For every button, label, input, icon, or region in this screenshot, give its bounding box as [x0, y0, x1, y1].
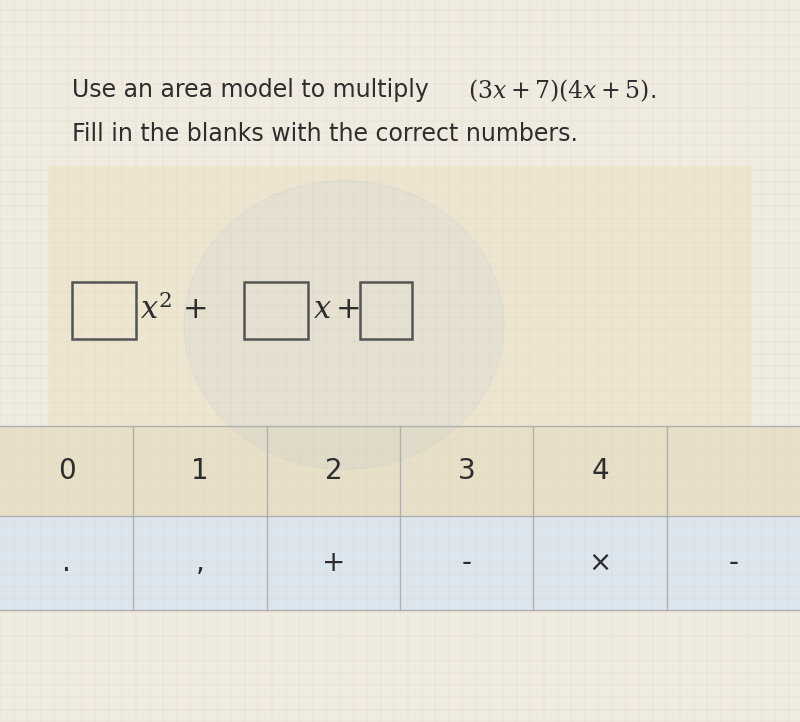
Bar [72, 282, 136, 339]
Text: .: . [62, 549, 71, 577]
Bar [360, 282, 412, 339]
Circle shape [184, 180, 504, 469]
Text: $x^2$: $x^2$ [140, 293, 172, 325]
Bar [0, 426, 800, 516]
Text: Use an area model to multiply: Use an area model to multiply [72, 78, 436, 103]
Text: 1: 1 [191, 457, 209, 484]
Text: 3: 3 [458, 457, 475, 484]
Text: 0: 0 [58, 457, 75, 484]
Text: +: + [336, 295, 362, 323]
Text: -: - [462, 549, 472, 577]
Text: ,: , [195, 549, 205, 577]
Text: -: - [728, 549, 738, 577]
Text: +: + [182, 295, 208, 323]
Text: Fill in the blanks with the correct numbers.: Fill in the blanks with the correct numb… [72, 121, 578, 146]
Text: 2: 2 [325, 457, 342, 484]
Text: 4: 4 [591, 457, 609, 484]
Text: +: + [322, 549, 345, 577]
Bar [0, 516, 800, 610]
Bar [48, 166, 752, 469]
Text: $x$: $x$ [313, 295, 331, 323]
Text: $(3x+7)(4x+5)$.: $(3x+7)(4x+5)$. [468, 77, 656, 103]
Text: ×: × [588, 549, 612, 577]
Bar [244, 282, 308, 339]
